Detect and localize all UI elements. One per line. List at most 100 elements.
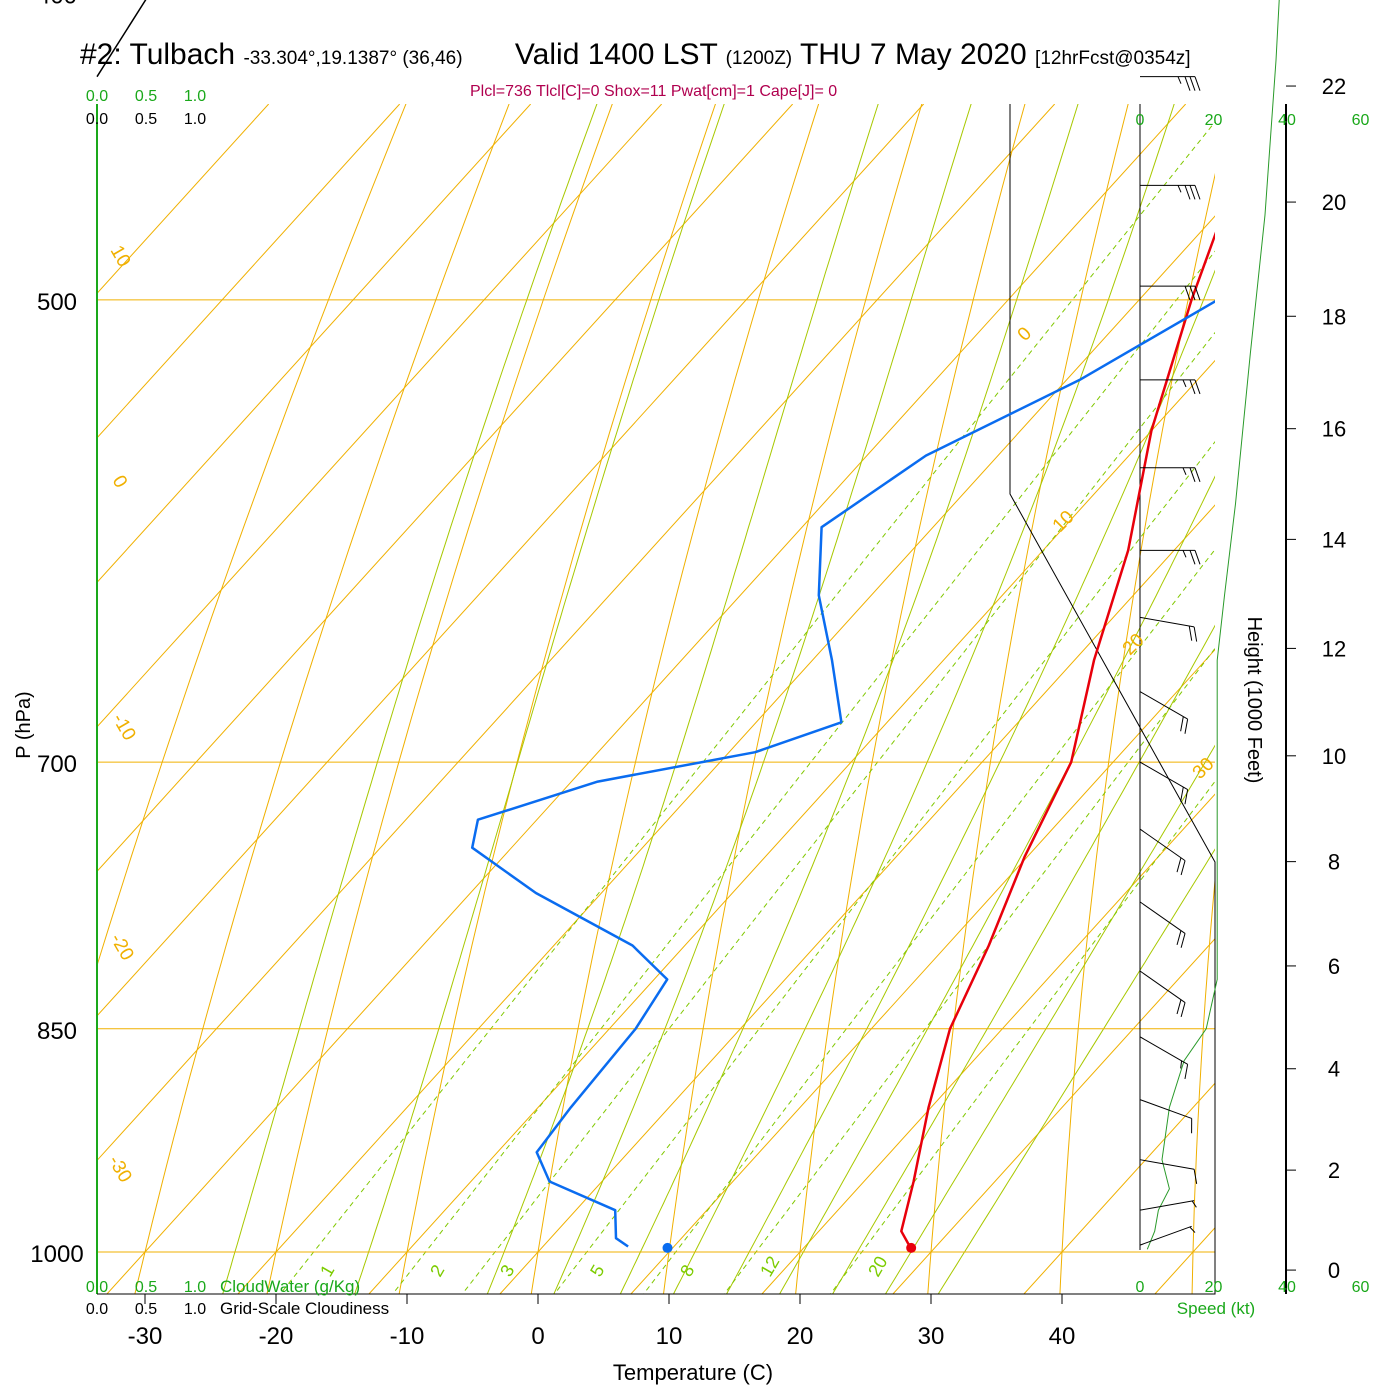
temperature-tick-label: 20: [787, 1323, 814, 1350]
moist-adiabat-line: [222, 104, 598, 1294]
wind-barb: [1139, 1200, 1197, 1211]
wind-barb: [1140, 467, 1201, 482]
surface-temperature-dot: [906, 1242, 917, 1253]
height-tick-label: 16: [1322, 417, 1346, 442]
wind-speed-tick-label: 60: [1352, 1279, 1370, 1296]
isotherm-label: 0: [108, 472, 131, 492]
mixing-ratio-line: [829, 780, 1215, 1294]
wind-speed-tick-label: 0: [1136, 112, 1145, 129]
chart-labels: 02468101214161820222426283032Height (100…: [104, 74, 1347, 1283]
mixing-ratio-label: 5: [586, 1261, 608, 1280]
valid-time: Valid 1400 LST: [514, 38, 718, 71]
isotherm-lines: [97, 104, 1215, 1294]
moist-adiabat-line: [884, 744, 1215, 1294]
wind-barb: [1139, 1099, 1193, 1134]
isotherm-label: -30: [104, 1152, 136, 1186]
isotherm-label: -10: [108, 710, 140, 744]
temperature-profile-line: [900, 231, 1215, 1248]
isotherm-label: 10: [106, 242, 135, 271]
mixing-ratio-line: [461, 331, 1215, 1294]
moist-adiabat-line: [553, 104, 972, 1294]
wind-barb: [1139, 828, 1186, 876]
wind-speed-tick-label: 20: [1205, 1279, 1223, 1296]
mixing-ratio-line: [643, 548, 1215, 1294]
x-axis-label: Temperature (C): [613, 1360, 773, 1385]
isotherm-line: [237, 215, 1215, 1294]
dry-adiabat-line: [795, 104, 1026, 1294]
isotherm-line: [499, 504, 1215, 1294]
wind-barb: [1140, 549, 1201, 565]
wind-barb: [1139, 901, 1186, 948]
dry-adiabat-line: [134, 104, 510, 1294]
cloudwater-tick-label: 1.0: [184, 1279, 206, 1296]
isotherm-label: -20: [106, 930, 138, 964]
isotherm-line: [97, 104, 1056, 1162]
isotherm-line: [892, 937, 1215, 1294]
stability-indices: Plcl=736 Tlcl[C]=0 Shox=11 Pwat[cm]=1 Ca…: [470, 83, 838, 100]
zulu-time: (1200Z): [725, 48, 793, 69]
isotherm-line: [97, 104, 794, 873]
mixing-ratio-line: [279, 121, 1215, 1294]
chart-header: #2: Tulbach -33.304°,19.1387° (36,46) Va…: [80, 38, 1191, 72]
temperature-tick-label: -30: [128, 1323, 163, 1350]
mixing-ratio-lines: [279, 121, 1215, 1294]
pressure-tick-label: 500: [37, 289, 77, 316]
isotherm-label: 30: [1189, 754, 1219, 784]
pressure-tick-label: 400: [37, 0, 77, 9]
moist-adiabat-line: [726, 269, 1215, 1294]
moist-adiabat-line: [619, 104, 1079, 1294]
wind-speed-line: [1146, 0, 1280, 1250]
mixing-ratio-label: 8: [676, 1261, 698, 1280]
height-tick-label: 6: [1328, 954, 1340, 979]
dry-adiabats: [97, 104, 1215, 1294]
dry-adiabat-line: [663, 104, 923, 1294]
cloudwater-tick-label: 0.0: [86, 88, 108, 105]
cloudiness-tick-label: 0.5: [135, 111, 157, 128]
isotherm-line: [97, 104, 532, 584]
moist-adiabats: [222, 104, 1215, 1294]
temperature-tick-label: -20: [259, 1323, 294, 1350]
pressure-tick-label: 1000: [30, 1241, 83, 1268]
cloudiness-line: [96, 0, 147, 78]
dry-adiabat-line: [398, 104, 716, 1294]
moist-adiabat-line: [354, 104, 725, 1294]
height-tick-label: 18: [1322, 304, 1346, 329]
wind-speed-tick-label: 20: [1205, 112, 1223, 129]
wind-barb: [1139, 1225, 1196, 1246]
pressure-tick-label: 700: [37, 751, 77, 778]
height-tick-label: 8: [1328, 850, 1340, 875]
station-name: #2: Tulbach: [80, 38, 236, 71]
dewpoint-profile-line: [470, 300, 1215, 1248]
dry-adiabat-line: [530, 104, 820, 1294]
height-tick-label: 20: [1322, 190, 1346, 215]
station-coords: -33.304°,19.1387° (36,46): [243, 48, 463, 69]
isotherm-label: 20: [1119, 630, 1149, 660]
mixing-ratio-label: 12: [756, 1253, 783, 1280]
isotherm-line: [368, 359, 1215, 1294]
isotherm-line: [106, 104, 1187, 1294]
wind-speed-tick-label: 40: [1278, 1279, 1296, 1296]
wind-barb: [1139, 761, 1189, 805]
isotherm-line: [630, 648, 1215, 1294]
wind-barb: [1140, 184, 1201, 200]
height-tick-label: 12: [1322, 636, 1346, 661]
wind-speed-tick-label: 40: [1278, 112, 1296, 129]
height-tick-label: 4: [1328, 1057, 1340, 1082]
dry-adiabat-line: [927, 104, 1129, 1294]
moist-adiabat-line: [486, 104, 879, 1294]
height-tick-label: 2: [1328, 1158, 1340, 1183]
isotherm-line: [97, 104, 663, 728]
moist-adiabat-line: [832, 624, 1215, 1294]
cloudwater-tick-label: 0.5: [135, 1279, 157, 1296]
wind-barb: [1140, 285, 1201, 301]
temperature-tick-label: 10: [656, 1323, 683, 1350]
height-axis-label: Height (1000 Feet): [1243, 617, 1265, 784]
mixing-ratio-label: 2: [426, 1261, 448, 1280]
cloudiness-tick-label: 0.5: [135, 1301, 157, 1318]
isotherm-line: [97, 104, 270, 295]
isotherm-label: 0: [1014, 323, 1036, 345]
dry-adiabat-line: [97, 104, 407, 968]
